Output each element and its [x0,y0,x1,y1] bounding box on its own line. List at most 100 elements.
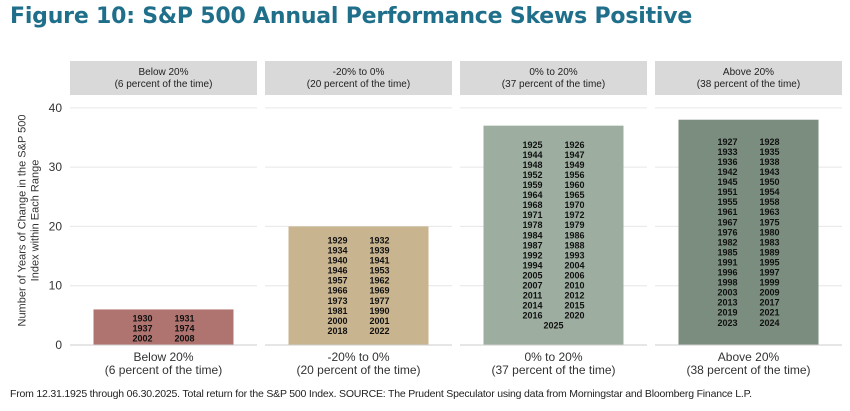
facet-strip [460,61,647,95]
x-category-sublabel: (37 percent of the time) [491,363,615,377]
year-label: 2011 [523,291,543,301]
year-label: 2009 [759,288,779,298]
year-label: 2000 [327,316,347,326]
year-label: 1929 [327,235,347,245]
year-label: 2020 [564,311,584,321]
year-label: 2006 [564,270,584,280]
year-label: 1947 [564,150,584,160]
year-label: 1930 [132,313,152,323]
year-label: 2003 [717,288,737,298]
year-label: 1945 [717,177,737,187]
year-label: 1931 [174,313,194,323]
year-label: 1942 [717,167,737,177]
year-label: 1989 [759,247,779,257]
x-category-label: 0% to 20% [524,350,582,364]
year-label: 1965 [564,190,584,200]
year-label: 1977 [369,296,389,306]
year-label: 1992 [522,250,542,260]
facet-strip-title: -20% to 0% [333,67,385,78]
year-label: 1925 [522,140,542,150]
bar [678,119,819,345]
year-label: 2013 [717,298,737,308]
year-label: 2018 [327,326,347,336]
x-category-label: Above 20% [718,350,780,364]
year-label: 2002 [132,334,152,344]
year-label: 1994 [522,260,542,270]
facet-strip-subtitle: (6 percent of the time) [115,79,213,90]
year-label: 1951 [717,187,737,197]
facet-strip-title: 0% to 20% [529,67,577,78]
facet-strip-subtitle: (38 percent of the time) [697,79,800,90]
year-label: 1969 [369,286,389,296]
year-label: 1978 [522,220,542,230]
year-label: 1987 [522,240,542,250]
year-label: 1948 [522,160,542,170]
year-label: 1964 [522,190,542,200]
year-label: 2025 [543,321,563,331]
year-label: 2007 [522,281,542,291]
year-label: 1939 [369,246,389,256]
year-label: 2019 [717,308,737,318]
year-label: 2001 [369,316,389,326]
year-label: 1971 [522,210,542,220]
year-label: 1995 [759,257,779,267]
year-label: 1958 [759,197,779,207]
year-label: 1997 [759,268,779,278]
year-label: 1935 [759,147,779,157]
year-label: 2023 [717,318,737,328]
year-label: 1996 [717,268,737,278]
year-label: 2004 [564,260,584,270]
x-category-sublabel: (6 percent of the time) [105,363,222,377]
facet-strip-title: Below 20% [138,67,188,78]
bar [93,309,234,345]
year-label: 1985 [717,247,737,257]
y-tick-label: 0 [55,338,62,352]
year-label: 1963 [759,207,779,217]
facet-strip [265,61,452,95]
year-label: 1927 [717,137,737,147]
year-label: 1970 [564,200,584,210]
year-label: 2024 [759,318,779,328]
y-tick-label: 30 [49,160,63,174]
year-label: 2015 [564,301,584,311]
year-label: 1966 [327,286,347,296]
year-label: 1956 [564,170,584,180]
facet-strip-subtitle: (20 percent of the time) [307,79,410,90]
year-label: 1946 [327,266,347,276]
year-label: 1981 [327,306,347,316]
year-label: 1979 [564,220,584,230]
year-label: 2014 [522,301,542,311]
year-label: 1954 [759,187,779,197]
year-label: 1999 [759,278,779,288]
year-label: 2008 [174,334,194,344]
year-label: 1938 [759,157,779,167]
year-label: 1933 [717,147,737,157]
year-label: 1984 [522,230,542,240]
x-category-sublabel: (38 percent of the time) [686,363,810,377]
year-label: 1943 [759,167,779,177]
year-label: 1944 [522,150,542,160]
y-axis-title: Number of Years of Change in the S&P 500… [17,115,42,327]
y-tick-label: 20 [49,219,63,233]
year-label: 2012 [564,291,584,301]
year-label: 2010 [564,281,584,291]
year-label: 2005 [522,270,542,280]
year-label: 1974 [174,323,194,333]
year-label: 1982 [717,237,737,247]
bar [288,226,429,345]
year-label: 1941 [369,256,389,266]
year-label: 1950 [759,177,779,187]
year-label: 1972 [564,210,584,220]
year-label: 1926 [564,140,584,150]
year-label: 1937 [132,323,152,333]
year-label: 1983 [759,237,779,247]
year-label: 1928 [759,137,779,147]
year-label: 1991 [717,257,737,267]
x-category-label: Below 20% [133,350,193,364]
chart-title: Figure 10: S&P 500 Annual Performance Sk… [10,4,693,29]
year-label: 1952 [522,170,542,180]
year-label: 1936 [717,157,737,167]
year-label: 1988 [564,240,584,250]
year-label: 1953 [369,266,389,276]
